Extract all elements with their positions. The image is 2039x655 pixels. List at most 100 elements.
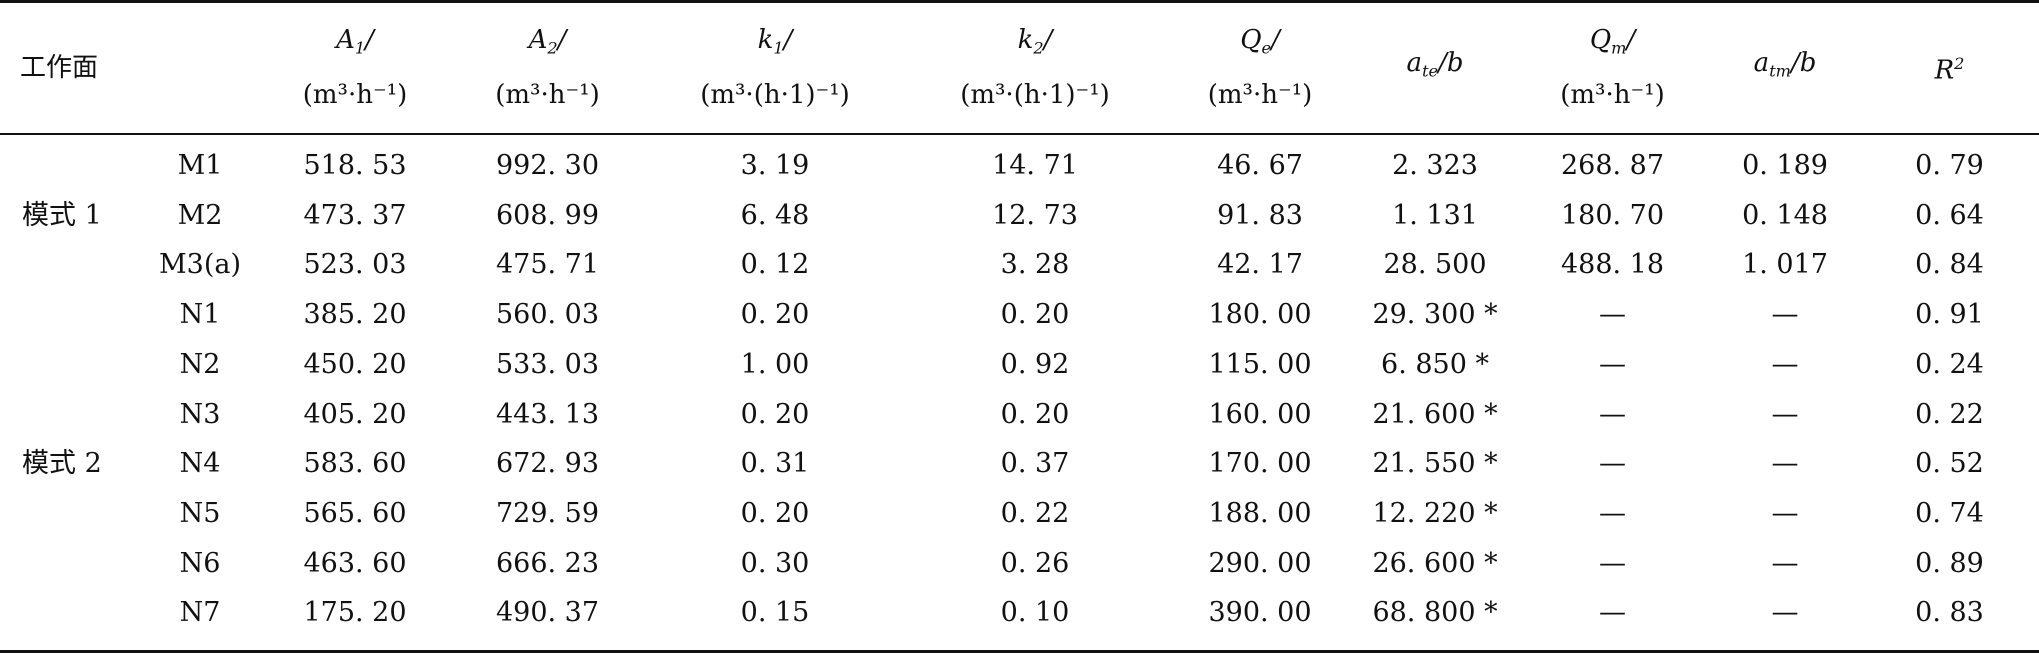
cell-Qe: 170. 00 bbox=[1208, 448, 1312, 480]
cell-k2: 0. 92 bbox=[1000, 348, 1070, 380]
cell-Qe: 160. 00 bbox=[1208, 398, 1312, 430]
row-name: N1 bbox=[179, 299, 221, 331]
cell-atm: 1. 017 bbox=[1742, 249, 1828, 281]
table-row: N6 463. 60 666. 23 0. 30 0. 26 290. 00 2… bbox=[0, 539, 2039, 589]
cell-R2: 0. 64 bbox=[1915, 199, 1984, 231]
table-row: M2 473. 37 608. 99 6. 48 12. 73 91. 83 1… bbox=[0, 191, 2039, 241]
cell-atm: — bbox=[1771, 348, 1799, 380]
cell-Qe: 180. 00 bbox=[1208, 299, 1312, 331]
cell-Qm: — bbox=[1599, 497, 1627, 529]
cell-Qm: — bbox=[1599, 398, 1627, 430]
cell-R2: 0. 91 bbox=[1915, 299, 1984, 331]
cell-ate: 28. 500 bbox=[1383, 249, 1487, 281]
header-ate: ate/b bbox=[1406, 48, 1464, 81]
cell-R2: 0. 79 bbox=[1915, 150, 1984, 181]
cell-atm: — bbox=[1771, 497, 1799, 529]
row-name: N3 bbox=[179, 398, 221, 430]
cell-ate: 26. 600 * bbox=[1372, 547, 1498, 579]
cell-k1: 1. 00 bbox=[740, 348, 810, 380]
cell-k2: 14. 71 bbox=[992, 150, 1078, 181]
cell-A2: 992. 30 bbox=[495, 150, 600, 181]
data-table: 工作面 A1/ (m³·h⁻¹) A2/ (m³·h⁻¹) k1/ (m³·(h… bbox=[0, 2, 2039, 638]
cell-ate: 6. 850 * bbox=[1381, 348, 1489, 380]
header-k2: k2/ (m³·(h·1)⁻¹) bbox=[960, 25, 1110, 110]
cell-R2: 0. 52 bbox=[1915, 448, 1984, 480]
cell-A1: 583. 60 bbox=[303, 448, 407, 480]
cell-R2: 0. 24 bbox=[1915, 348, 1984, 380]
cell-A2: 443. 13 bbox=[495, 398, 600, 430]
cell-A1: 518. 53 bbox=[303, 150, 407, 181]
header-rule bbox=[0, 133, 2039, 135]
row-name: N5 bbox=[179, 497, 221, 529]
cell-atm: — bbox=[1771, 398, 1799, 430]
cell-k1: 3. 19 bbox=[740, 150, 810, 181]
cell-k2: 0. 26 bbox=[1000, 547, 1070, 579]
cell-A1: 523. 03 bbox=[303, 249, 407, 281]
cell-A2: 608. 99 bbox=[495, 199, 600, 231]
header-A1: A1/ (m³·h⁻¹) bbox=[302, 25, 408, 110]
cell-k1: 0. 20 bbox=[740, 299, 810, 331]
cell-atm: — bbox=[1771, 448, 1799, 480]
table-row: N5 565. 60 729. 59 0. 20 0. 22 188. 00 1… bbox=[0, 489, 2039, 539]
cell-A1: 565. 60 bbox=[303, 497, 407, 529]
cell-k1: 0. 12 bbox=[740, 249, 810, 281]
header-R2: R2 bbox=[1934, 54, 1965, 86]
cell-A1: 450. 20 bbox=[303, 348, 407, 380]
header-Qm: Qm/ (m³·h⁻¹) bbox=[1560, 25, 1665, 110]
cell-A2: 533. 03 bbox=[495, 348, 600, 380]
cell-Qe: 290. 00 bbox=[1208, 547, 1312, 579]
cell-R2: 0. 74 bbox=[1915, 497, 1984, 529]
bottom-rule bbox=[0, 650, 2039, 653]
cell-Qe: 46. 67 bbox=[1217, 150, 1303, 181]
cell-k1: 6. 48 bbox=[740, 199, 810, 231]
table-row: M3(a) 523. 03 475. 71 0. 12 3. 28 42. 17… bbox=[0, 240, 2039, 290]
header-row: 工作面 A1/ (m³·h⁻¹) A2/ (m³·h⁻¹) k1/ (m³·(h… bbox=[0, 2, 2039, 133]
cell-ate: 68. 800 * bbox=[1372, 597, 1498, 629]
cell-R2: 0. 84 bbox=[1915, 249, 1984, 281]
row-name: N4 bbox=[179, 448, 221, 480]
table-row: 模式 1 M1 518. 53 992. 30 3. 19 14. 71 46.… bbox=[0, 133, 2039, 231]
cell-atm: 0. 189 bbox=[1742, 150, 1828, 181]
cell-Qe: 390. 00 bbox=[1208, 597, 1312, 629]
cell-Qe: 42. 17 bbox=[1217, 249, 1303, 281]
group-label: 模式 1 bbox=[22, 199, 102, 231]
cell-k2: 3. 28 bbox=[1000, 249, 1070, 281]
header-Qe: Qe/ (m³·h⁻¹) bbox=[1207, 25, 1313, 110]
header-k1: k1/ (m³·(h·1)⁻¹) bbox=[700, 25, 850, 110]
group-label: 模式 2 bbox=[22, 448, 102, 480]
cell-ate: 21. 550 * bbox=[1372, 448, 1498, 480]
cell-A1: 385. 20 bbox=[303, 299, 407, 331]
cell-ate: 21. 600 * bbox=[1372, 398, 1498, 430]
cell-k1: 0. 20 bbox=[740, 497, 810, 529]
cell-atm: — bbox=[1771, 597, 1799, 629]
row-name: N2 bbox=[179, 348, 221, 380]
table-row: N3 405. 20 443. 13 0. 20 0. 20 160. 00 2… bbox=[0, 390, 2039, 440]
cell-ate: 2. 323 bbox=[1392, 150, 1478, 181]
cell-k1: 0. 20 bbox=[740, 398, 810, 430]
row-name: N6 bbox=[179, 547, 221, 579]
cell-k2: 0. 10 bbox=[1000, 597, 1070, 629]
row-name: M3(a) bbox=[159, 249, 241, 281]
cell-Qm: — bbox=[1599, 547, 1627, 579]
table-row: N2 450. 20 533. 03 1. 00 0. 92 115. 00 6… bbox=[0, 340, 2039, 390]
cell-A2: 666. 23 bbox=[495, 547, 600, 579]
header-workface: 工作面 bbox=[20, 52, 99, 83]
cell-k1: 0. 30 bbox=[740, 547, 810, 579]
header-atm: atm/b bbox=[1753, 48, 1817, 81]
top-rule bbox=[0, 0, 2039, 3]
header-A2: A2/ (m³·h⁻¹) bbox=[495, 25, 600, 110]
cell-R2: 0. 83 bbox=[1915, 597, 1984, 629]
table-row: 模式 2 N1 385. 20 560. 03 0. 20 0. 20 180.… bbox=[0, 290, 2039, 479]
row-name: M1 bbox=[177, 150, 223, 181]
cell-k2: 0. 20 bbox=[1000, 299, 1070, 331]
cell-Qm: — bbox=[1599, 597, 1627, 629]
row-name: M2 bbox=[177, 199, 223, 231]
cell-ate: 1. 131 bbox=[1392, 199, 1478, 231]
cell-Qm: — bbox=[1599, 348, 1627, 380]
cell-A1: 175. 20 bbox=[303, 597, 407, 629]
cell-Qm: 268. 87 bbox=[1560, 150, 1665, 181]
cell-A1: 463. 60 bbox=[303, 547, 407, 579]
cell-A2: 490. 37 bbox=[495, 597, 600, 629]
cell-ate: 12. 220 * bbox=[1372, 497, 1498, 529]
